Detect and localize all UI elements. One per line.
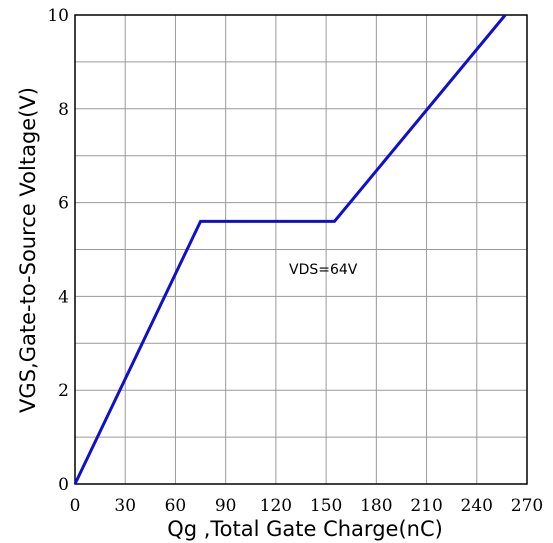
y-tick-label: 2 — [58, 381, 69, 401]
y-tick-labels: 0 2 4 6 8 10 — [47, 6, 69, 495]
x-axis-label: Qg ,Total Gate Charge(nC) — [167, 517, 443, 541]
plot-frame — [74, 14, 528, 485]
y-axis-label: VGS,Gate-to-Source Voltage(V) — [16, 87, 40, 413]
x-tick-label: 30 — [114, 496, 136, 516]
x-tick-label: 120 — [260, 496, 292, 516]
y-tick-label: 8 — [58, 100, 69, 120]
x-tick-label: 240 — [461, 496, 493, 516]
y-tick-label: 6 — [58, 194, 69, 214]
x-tick-label: 0 — [70, 496, 81, 516]
y-tick-label: 0 — [58, 475, 69, 495]
x-tick-label: 60 — [165, 496, 187, 516]
grid — [74, 14, 528, 485]
y-tick-label: 4 — [58, 287, 69, 307]
series-line — [73, 14, 507, 485]
x-tick-label: 90 — [215, 496, 237, 516]
x-tick-label: 150 — [310, 496, 342, 516]
vds-annotation: VDS=64V — [289, 262, 358, 278]
x-tick-labels: 0 30 60 90 120 150 180 210 240 270 — [70, 496, 544, 516]
x-tick-label: 270 — [511, 496, 543, 516]
series-layer — [73, 14, 507, 485]
y-tick-label: 10 — [47, 6, 69, 26]
x-tick-label: 180 — [360, 496, 392, 516]
x-tick-label: 210 — [410, 496, 442, 516]
